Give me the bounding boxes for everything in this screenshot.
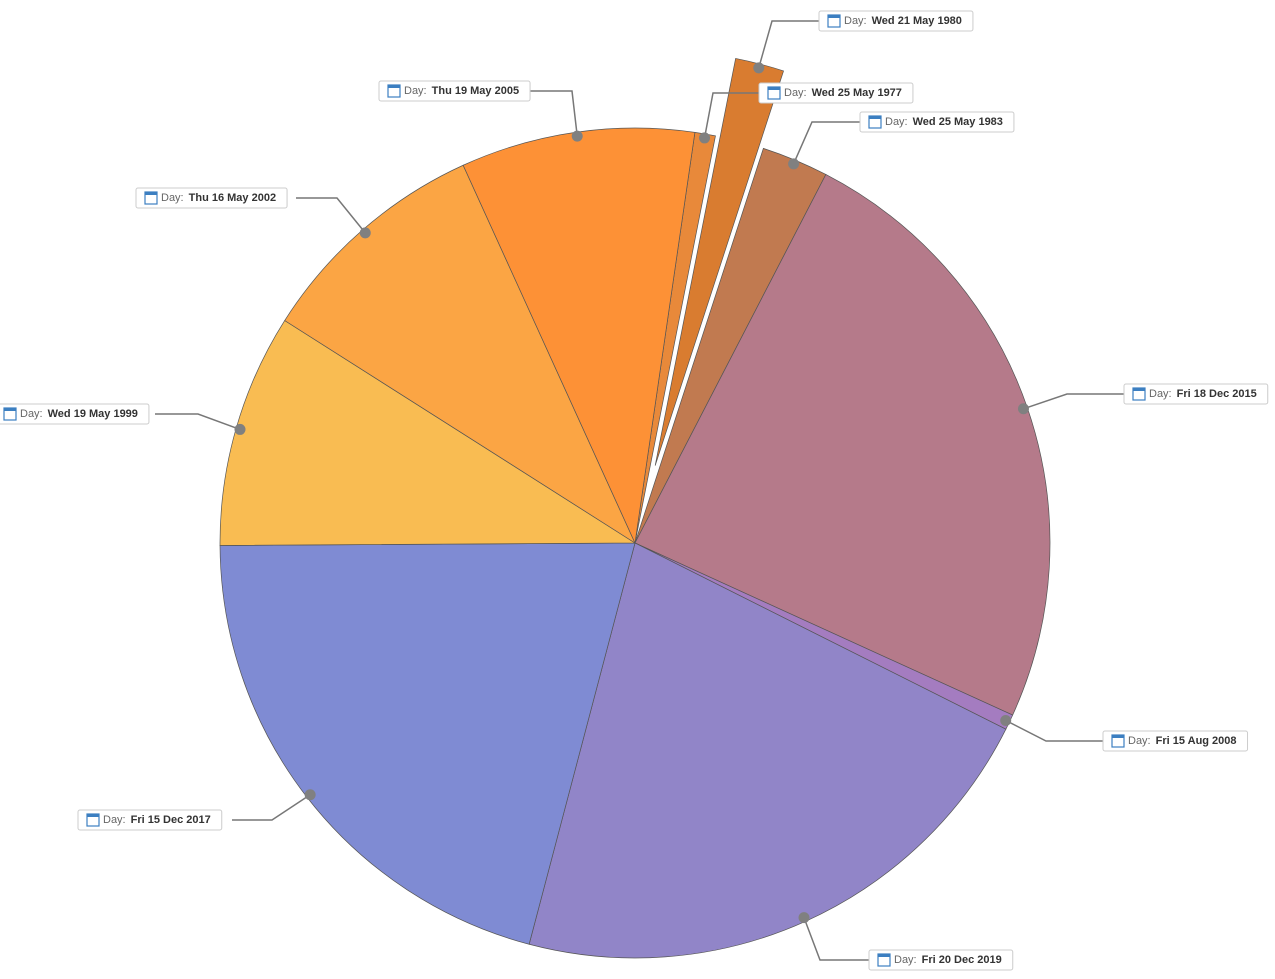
label-box bbox=[0, 403, 150, 425]
leader-dot bbox=[788, 158, 800, 170]
calendar-icon-top bbox=[145, 192, 157, 195]
label-prefix: Day: bbox=[844, 15, 867, 27]
data-label: Day: Wed 25 May 1983 bbox=[788, 111, 1015, 170]
calendar-icon-top bbox=[388, 85, 400, 88]
leader-line bbox=[1005, 719, 1103, 742]
data-label: Day: Wed 19 May 1999 bbox=[0, 403, 246, 435]
calendar-icon-top bbox=[1112, 735, 1124, 738]
leader-dot bbox=[798, 912, 810, 924]
label-box bbox=[77, 809, 223, 831]
label-box bbox=[758, 82, 914, 104]
data-label: Day: Wed 25 May 1977 bbox=[699, 82, 914, 144]
leader-dot bbox=[571, 130, 583, 142]
data-label: Day: Thu 19 May 2005 bbox=[378, 80, 583, 142]
leader-line bbox=[296, 197, 366, 234]
data-label: Day: Fri 15 Dec 2017 bbox=[77, 789, 316, 831]
calendar-icon-top bbox=[1133, 388, 1145, 391]
label-box bbox=[1102, 730, 1249, 752]
label-prefix: Day: bbox=[404, 85, 427, 97]
leader-line bbox=[758, 20, 819, 69]
label-box bbox=[868, 949, 1014, 971]
leader-dot bbox=[359, 227, 371, 239]
calendar-icon-top bbox=[869, 116, 881, 119]
label-date: Fri 18 Dec 2015 bbox=[1177, 388, 1257, 400]
label-prefix: Day: bbox=[20, 408, 43, 420]
slices bbox=[219, 58, 1051, 959]
leader-line bbox=[703, 92, 759, 139]
label-prefix: Day: bbox=[1128, 735, 1151, 747]
leader-line bbox=[803, 917, 869, 961]
label-date: Wed 25 May 1983 bbox=[913, 116, 1003, 128]
label-prefix: Day: bbox=[885, 116, 908, 128]
label-box bbox=[859, 111, 1015, 133]
label-box bbox=[135, 187, 288, 209]
data-label: Day: Fri 15 Aug 2008 bbox=[1000, 714, 1249, 752]
leader-dot bbox=[699, 132, 711, 144]
label-date: Fri 15 Aug 2008 bbox=[1156, 735, 1237, 747]
label-date: Wed 19 May 1999 bbox=[48, 408, 138, 420]
label-prefix: Day: bbox=[1149, 388, 1172, 400]
label-box bbox=[1123, 383, 1269, 405]
calendar-icon-top bbox=[878, 954, 890, 957]
leader-dot bbox=[304, 789, 316, 801]
leader-line bbox=[232, 794, 311, 821]
data-label: Day: Thu 16 May 2002 bbox=[135, 187, 371, 239]
calendar-icon-top bbox=[828, 15, 840, 18]
leader-line bbox=[1023, 393, 1124, 410]
leader-line bbox=[792, 121, 860, 165]
label-box bbox=[378, 80, 531, 102]
leader-dot bbox=[234, 423, 246, 435]
calendar-icon-top bbox=[4, 408, 16, 411]
leader-line bbox=[155, 413, 241, 431]
label-prefix: Day: bbox=[894, 954, 917, 966]
leader-dot bbox=[1017, 403, 1029, 415]
label-box bbox=[818, 10, 974, 32]
calendar-icon-top bbox=[768, 87, 780, 90]
data-label: Day: Fri 20 Dec 2019 bbox=[798, 912, 1014, 971]
calendar-icon-top bbox=[87, 814, 99, 817]
label-prefix: Day: bbox=[161, 192, 184, 204]
data-label: Day: Wed 21 May 1980 bbox=[753, 10, 974, 74]
label-date: Fri 15 Dec 2017 bbox=[131, 814, 211, 826]
label-date: Thu 16 May 2002 bbox=[189, 192, 276, 204]
data-label: Day: Fri 18 Dec 2015 bbox=[1017, 383, 1269, 415]
leader-line bbox=[527, 90, 578, 137]
leader-dot bbox=[1000, 714, 1012, 726]
label-date: Fri 20 Dec 2019 bbox=[922, 954, 1002, 966]
label-prefix: Day: bbox=[784, 87, 807, 99]
label-prefix: Day: bbox=[103, 814, 126, 826]
label-date: Thu 19 May 2005 bbox=[432, 85, 519, 97]
label-date: Wed 21 May 1980 bbox=[872, 15, 962, 27]
label-date: Wed 25 May 1977 bbox=[812, 87, 902, 99]
leader-dot bbox=[753, 62, 765, 74]
